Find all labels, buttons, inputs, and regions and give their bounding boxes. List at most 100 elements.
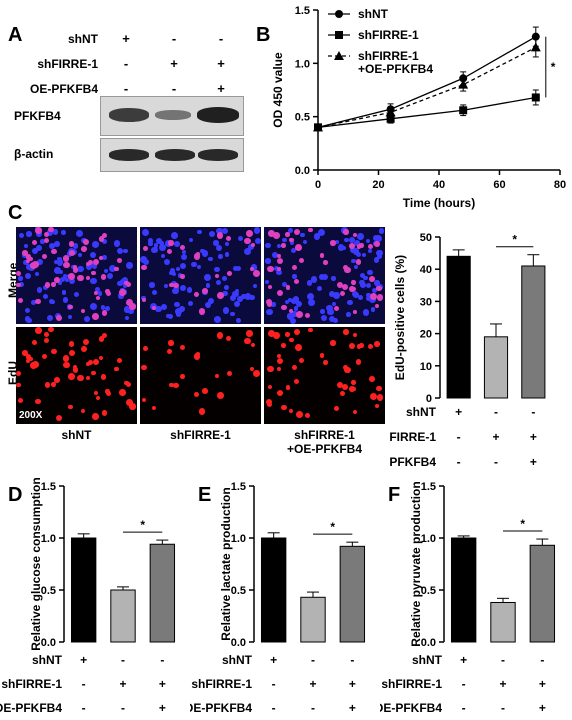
nucleus-dot bbox=[233, 300, 241, 308]
nucleus-dot bbox=[253, 227, 260, 234]
nucleus-dot bbox=[360, 282, 367, 289]
y-tick-label: 0.5 bbox=[41, 585, 56, 597]
edu-nucleus-dot bbox=[63, 361, 70, 368]
condition-sign: + bbox=[159, 701, 166, 715]
significance-star: * bbox=[520, 517, 525, 531]
nucleus-dot bbox=[161, 304, 167, 310]
merge-nucleus-dot bbox=[246, 230, 253, 237]
nucleus-dot bbox=[101, 255, 107, 260]
merge-nucleus-dot bbox=[304, 313, 311, 319]
nucleus-dot bbox=[353, 248, 360, 255]
merge-nucleus-dot bbox=[289, 309, 294, 314]
significance-star: * bbox=[330, 520, 335, 534]
merge-nucleus-dot bbox=[351, 286, 356, 292]
merge-nucleus-dot bbox=[26, 258, 31, 263]
nucleus-dot bbox=[24, 316, 31, 322]
nucleus-dot bbox=[357, 295, 363, 300]
edu-nucleus-dot bbox=[45, 382, 51, 388]
nucleus-dot bbox=[348, 236, 355, 243]
merge-nucleus-dot bbox=[342, 283, 349, 290]
nucleus-dot bbox=[291, 310, 299, 318]
nucleus-dot bbox=[103, 268, 108, 273]
condition-label: OE-PFKFB4 bbox=[190, 701, 252, 715]
condition-label: shFIRRE-1 bbox=[390, 430, 436, 444]
edu-nucleus-dot bbox=[293, 328, 301, 336]
merge-nucleus-dot bbox=[289, 237, 294, 243]
merge-nucleus-dot bbox=[352, 309, 357, 314]
nucleus-dot bbox=[201, 249, 209, 257]
merge-nucleus-dot bbox=[76, 274, 84, 282]
edu-nucleus-dot bbox=[92, 359, 99, 366]
nucleus-dot bbox=[163, 284, 168, 289]
edu-nucleus-dot bbox=[227, 371, 233, 377]
edu-nucleus-dot bbox=[141, 398, 146, 403]
condition-label: shFIRRE-1 bbox=[381, 677, 442, 691]
nucleus-dot bbox=[254, 237, 261, 244]
data-point-marker bbox=[531, 93, 540, 102]
merge-nucleus-dot bbox=[343, 265, 349, 271]
data-point-marker bbox=[459, 106, 468, 115]
merge-nucleus-dot bbox=[85, 261, 90, 266]
nucleus-dot bbox=[320, 309, 325, 314]
condition-sign: - bbox=[462, 701, 466, 715]
condition-sign: - bbox=[121, 701, 125, 715]
y-tick-label: 1.0 bbox=[421, 533, 436, 545]
merge-nucleus-dot bbox=[68, 304, 73, 310]
edu-nucleus-dot bbox=[295, 411, 303, 419]
bar bbox=[260, 537, 287, 643]
nucleus-dot bbox=[37, 287, 43, 293]
merge-nucleus-dot bbox=[114, 266, 119, 271]
nucleus-dot bbox=[354, 239, 361, 246]
nucleus-dot bbox=[91, 263, 98, 269]
y-tick-label: 1.0 bbox=[41, 533, 56, 545]
nucleus-dot bbox=[292, 274, 297, 279]
nucleus-dot bbox=[46, 314, 54, 322]
merge-nucleus-dot bbox=[226, 235, 232, 241]
edu-nucleus-dot bbox=[266, 401, 272, 407]
nucleus-dot bbox=[221, 290, 228, 297]
edu-nucleus-dot bbox=[86, 375, 91, 380]
nucleus-dot bbox=[367, 248, 372, 254]
edu-nucleus-dot bbox=[376, 385, 383, 392]
nucleus-dot bbox=[205, 283, 211, 288]
nucleus-dot bbox=[90, 251, 97, 258]
edu-nucleus-dot bbox=[333, 405, 339, 411]
nucleus-dot bbox=[180, 285, 186, 291]
nucleus-dot bbox=[124, 316, 130, 321]
data-point-marker bbox=[335, 10, 343, 18]
nucleus-dot bbox=[188, 237, 193, 242]
bar bbox=[529, 544, 556, 643]
nucleus-dot bbox=[224, 252, 230, 257]
micro-image-merge-shnt bbox=[16, 227, 137, 324]
nucleus-dot bbox=[180, 253, 187, 261]
nucleus-dot bbox=[175, 308, 183, 316]
nucleus-dot bbox=[172, 288, 179, 295]
significance-star: * bbox=[512, 233, 517, 247]
y-tick-label: 1.5 bbox=[421, 481, 436, 493]
nucleus-dot bbox=[241, 293, 247, 299]
merge-nucleus-dot bbox=[295, 311, 303, 319]
nucleus-dot bbox=[151, 246, 158, 254]
merge-nucleus-dot bbox=[82, 238, 89, 245]
merge-nucleus-dot bbox=[276, 289, 283, 297]
merge-nucleus-dot bbox=[92, 259, 99, 266]
merge-nucleus-dot bbox=[102, 233, 108, 239]
condition-sign: + bbox=[530, 455, 537, 468]
y-axis-title: Relative lactate production bbox=[219, 487, 233, 640]
merge-nucleus-dot bbox=[43, 231, 49, 237]
data-point-marker bbox=[335, 31, 343, 39]
nucleus-dot bbox=[179, 262, 186, 270]
nucleus-dot bbox=[75, 230, 83, 238]
edu-nucleus-dot bbox=[16, 382, 21, 388]
nucleus-dot bbox=[52, 228, 59, 235]
nucleus-dot bbox=[125, 262, 133, 269]
merge-nucleus-dot bbox=[293, 278, 299, 284]
condition-sign: - bbox=[462, 677, 466, 691]
merge-nucleus-dot bbox=[51, 282, 56, 287]
nucleus-dot bbox=[366, 292, 371, 298]
nucleus-dot bbox=[174, 301, 180, 308]
edu-nucleus-dot bbox=[276, 354, 281, 359]
merge-nucleus-dot bbox=[336, 281, 343, 288]
nucleus-dot bbox=[31, 247, 38, 254]
merge-nucleus-dot bbox=[151, 305, 157, 311]
